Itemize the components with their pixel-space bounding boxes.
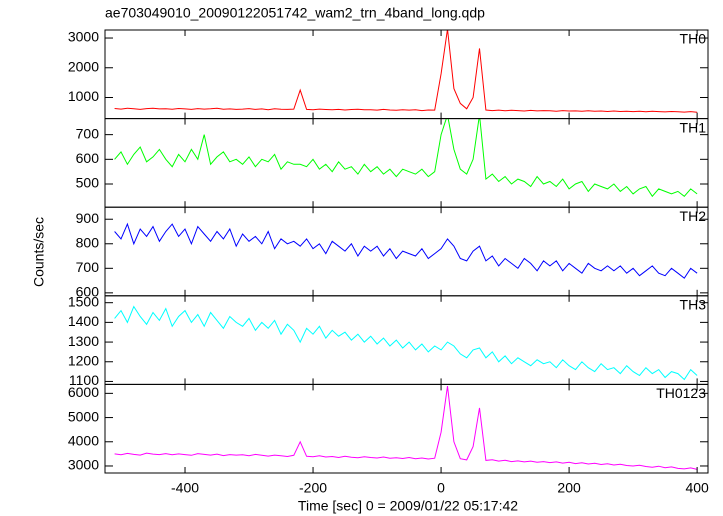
y-tick-label: 1000 <box>68 88 99 104</box>
y-tick-label: 700 <box>76 125 100 141</box>
series-label: TH2 <box>680 208 707 224</box>
series-line <box>114 118 698 198</box>
series-line <box>114 386 698 470</box>
y-tick-label: 3000 <box>68 29 99 45</box>
y-tick-label: 3000 <box>68 457 99 473</box>
y-tick-label: 600 <box>76 150 100 166</box>
series-label: TH0123 <box>656 385 706 401</box>
y-tick-label: 2000 <box>68 58 99 74</box>
y-tick-label: 1300 <box>68 333 99 349</box>
panel-frame <box>104 383 709 474</box>
series-label: TH1 <box>680 119 707 135</box>
y-tick-label: 1100 <box>69 372 99 388</box>
y-tick-label: 600 <box>76 284 100 300</box>
y-tick-label: 6000 <box>68 384 99 400</box>
series-label: TH0 <box>680 31 707 47</box>
x-tick-label: 200 <box>557 480 581 496</box>
y-tick-label: 1200 <box>68 352 99 368</box>
x-axis-label: Time [sec] 0 = 2009/01/22 05:17:42 <box>298 498 518 514</box>
series-line <box>114 222 698 279</box>
x-tick-label: 400 <box>685 480 709 496</box>
x-tick-label: -200 <box>299 480 327 496</box>
series-label: TH3 <box>680 297 707 313</box>
series-line <box>114 30 698 113</box>
chart-title: ae703049010_20090122051742_wam2_trn_4ban… <box>105 5 485 21</box>
y-axis-label: Counts/sec <box>31 217 47 287</box>
y-tick-label: 4000 <box>68 432 99 448</box>
panel-frame <box>104 206 709 297</box>
y-tick-label: 5000 <box>68 408 99 424</box>
x-tick-label: 0 <box>437 480 445 496</box>
y-tick-label: 1400 <box>68 313 99 329</box>
series-line <box>114 305 698 381</box>
y-tick-label: 800 <box>76 234 100 250</box>
panel-frame <box>104 118 709 208</box>
y-tick-label: 1500 <box>68 293 99 309</box>
panel-frame <box>104 29 709 120</box>
y-tick-label: 700 <box>76 259 100 275</box>
y-tick-label: 500 <box>76 175 100 191</box>
x-tick-label: -400 <box>171 480 199 496</box>
y-tick-label: 900 <box>76 210 100 226</box>
